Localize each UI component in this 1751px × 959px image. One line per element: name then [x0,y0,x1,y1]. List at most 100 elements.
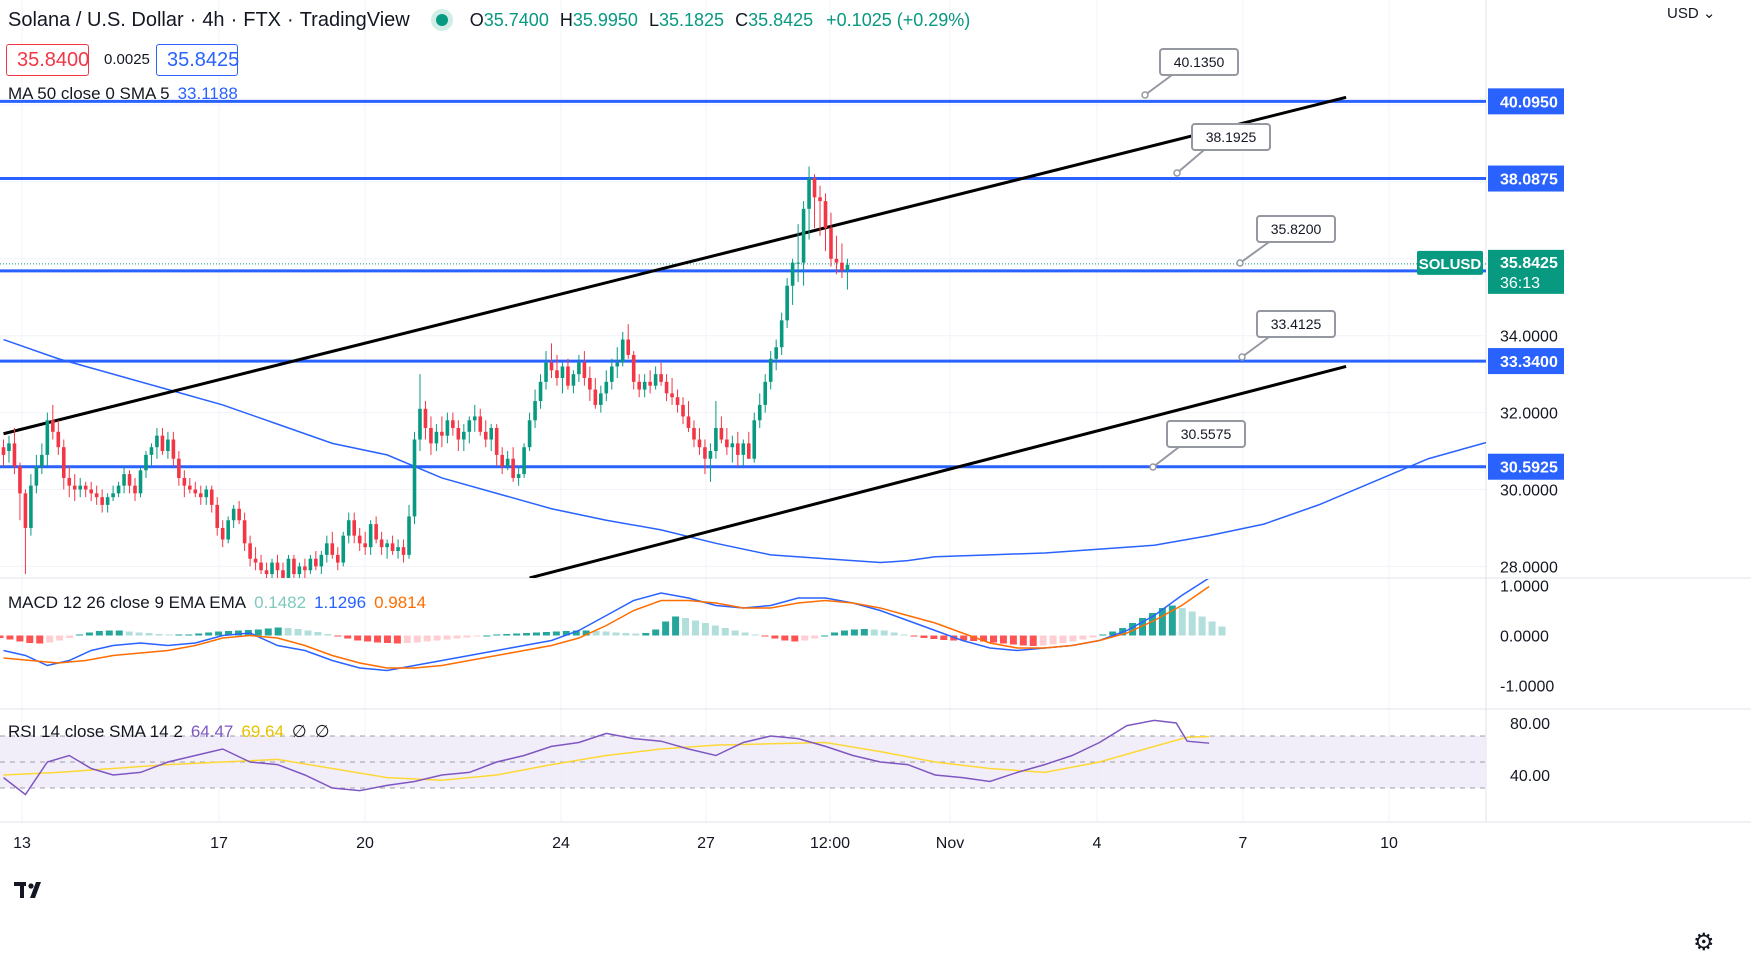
settings-gear-icon[interactable]: ⚙ [1693,929,1715,956]
callout-leader [1152,446,1180,468]
candle [516,466,521,486]
candle [105,493,110,513]
candle [385,539,389,559]
candle-body [522,447,526,475]
candle-body [483,431,488,440]
candle-body [40,454,44,467]
candle-body [264,570,269,575]
currency-selector[interactable]: USD ⌄ [1667,5,1716,22]
candle-body [494,427,499,455]
candle [840,243,844,279]
countdown-label: 36:13 [1500,275,1540,292]
level-axis-badge [1488,165,1564,192]
candle-body [659,374,663,382]
macd-histogram-bar [989,635,997,643]
candle [451,412,455,436]
candle [198,485,203,505]
buy-price-button[interactable]: 35.8425 [156,44,239,76]
macd-value: 1.1296 [314,593,367,612]
macd-histogram-bar [791,635,799,642]
candle-body [714,427,718,452]
candle [346,512,351,544]
candles [1,166,850,578]
macd-histogram-bar [701,623,709,636]
macd-histogram-bar [383,635,391,643]
macd-signal-line [3,585,1210,669]
macd-histogram-bar [970,635,978,641]
candle [160,427,165,455]
candle-body [396,547,400,552]
candle-body [599,393,603,405]
candle-body [686,416,691,428]
trendlines[interactable] [3,95,1347,578]
candle-body [193,489,198,494]
candle-body [615,362,620,367]
candle-body [796,262,800,264]
macd-histogram-bar [980,635,988,642]
candle [177,451,181,486]
macd-histogram-bar [940,635,948,640]
candle-body [823,201,828,229]
price-callout: 33.4125 [1238,310,1336,361]
horizontal-levels[interactable] [0,99,1486,469]
candle-body [314,558,318,567]
price-tick-label: 28.0000 [1500,559,1558,576]
macd-histogram-bar [1109,631,1117,636]
macd-pane [0,579,1226,672]
tradingview-logo-icon[interactable] [6,872,58,908]
macd-histogram-bar [234,630,242,636]
candle-body [357,535,362,544]
macd-histogram-bar [1148,613,1156,636]
rsi-pane [3,719,1210,796]
macd-histogram-bar [354,635,362,641]
candle-body [385,543,389,548]
candle [133,477,137,502]
candle [122,466,126,494]
candle [193,481,198,498]
time-tick-label: Nov [936,835,964,852]
price-tick-label: 34.0000 [1500,329,1558,346]
candle [297,562,302,578]
ma-legend[interactable]: MA 50 close 0 SMA 5 33.1188 [8,84,238,104]
candle-body [440,431,444,436]
candle-body [198,493,203,498]
macd-histogram-bar [562,631,570,636]
candle [111,485,115,502]
candle [604,370,609,402]
candle [368,520,373,555]
time-axis[interactable]: 13 17 20 24 27 12:00 Nov 4 7 10 [13,835,1398,852]
candle-body [681,404,685,417]
candle-body [418,408,422,440]
symbol-name[interactable]: Solana / U.S. Dollar [8,8,184,31]
macd-histogram-bar [294,629,302,636]
candle-body [670,393,674,398]
macd-histogram-bar [840,630,848,636]
last-price-badge [1488,249,1564,294]
candle-body [72,485,77,490]
candle-body [637,381,641,390]
candle-body [697,439,702,448]
macd-histogram-bar [741,632,749,636]
price-axis[interactable]: 28.0000 30.0000 32.0000 34.0000 1.0000 0.0000… [1417,88,1564,785]
candle [642,374,647,398]
candle-body [675,397,680,405]
sell-price-button[interactable]: 35.8400 [6,44,89,76]
candle-body [593,389,598,405]
rsi-legend[interactable]: RSI 14 close SMA 14 2 64.47 69.64 ∅ ∅ [8,722,330,742]
symbol-badge [1417,250,1483,275]
macd-legend[interactable]: MACD 12 26 close 9 EMA EMA 0.1482 1.1296 0.… [8,593,426,613]
macd-histogram-bar [652,629,660,636]
candle [626,324,631,359]
candle-body [116,485,121,494]
candle [270,558,274,578]
candle [429,416,433,455]
interval[interactable]: 4h [202,8,225,31]
candle-body [368,524,373,548]
candle [83,481,88,498]
macd-histogram-bar [582,630,590,636]
candle-body [467,420,472,432]
macd-histogram-bar [672,616,680,636]
macd-histogram-bar [254,629,262,636]
macd-histogram-bar [95,631,103,636]
